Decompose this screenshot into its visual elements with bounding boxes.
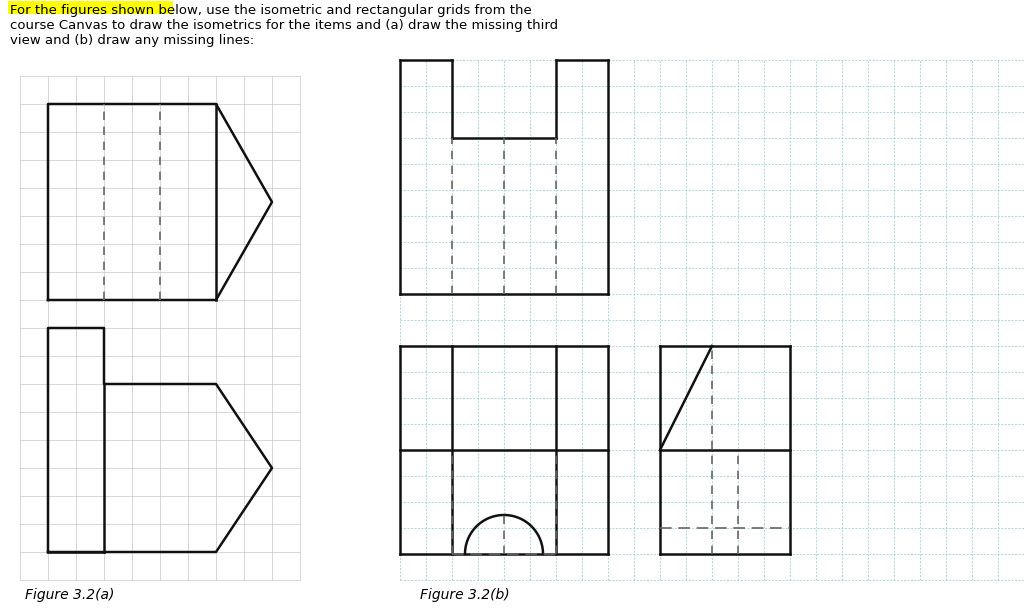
Text: course Canvas to draw the isometrics for the items and (a) draw the missing thir: course Canvas to draw the isometrics for… xyxy=(10,19,558,32)
Text: Figure 3.2(b): Figure 3.2(b) xyxy=(420,588,510,602)
Text: For the figures shown below, use the isometric and rectangular grids from the: For the figures shown below, use the iso… xyxy=(10,4,531,17)
Text: view and (b) draw any missing lines:: view and (b) draw any missing lines: xyxy=(10,34,254,47)
FancyBboxPatch shape xyxy=(8,1,173,14)
Text: Figure 3.2(a): Figure 3.2(a) xyxy=(25,588,115,602)
